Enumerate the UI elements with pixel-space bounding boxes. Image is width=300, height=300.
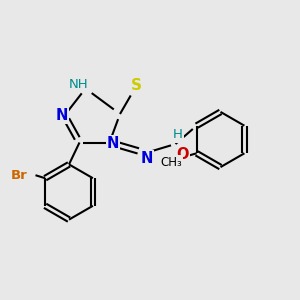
Text: H: H: [173, 128, 183, 142]
Text: N: N: [55, 108, 68, 123]
Text: O: O: [176, 147, 189, 162]
Text: S: S: [131, 78, 142, 93]
Text: Br: Br: [10, 169, 27, 182]
Text: N: N: [141, 151, 153, 166]
Text: N: N: [107, 136, 119, 152]
Text: CH₃: CH₃: [160, 156, 182, 169]
Text: NH: NH: [69, 78, 89, 92]
